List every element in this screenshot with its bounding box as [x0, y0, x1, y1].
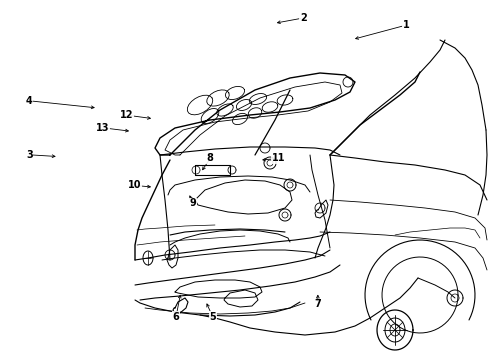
Text: 6: 6	[172, 312, 179, 322]
Text: 8: 8	[206, 153, 213, 163]
Text: 9: 9	[189, 198, 196, 208]
Text: 12: 12	[120, 110, 134, 120]
Text: 10: 10	[127, 180, 141, 190]
Text: 5: 5	[209, 312, 216, 322]
Text: 4: 4	[26, 96, 33, 106]
Text: 3: 3	[26, 150, 33, 160]
Text: 11: 11	[271, 153, 285, 163]
Text: 13: 13	[96, 123, 109, 133]
Text: 2: 2	[299, 13, 306, 23]
Text: 1: 1	[402, 20, 408, 30]
Text: 7: 7	[314, 299, 321, 309]
